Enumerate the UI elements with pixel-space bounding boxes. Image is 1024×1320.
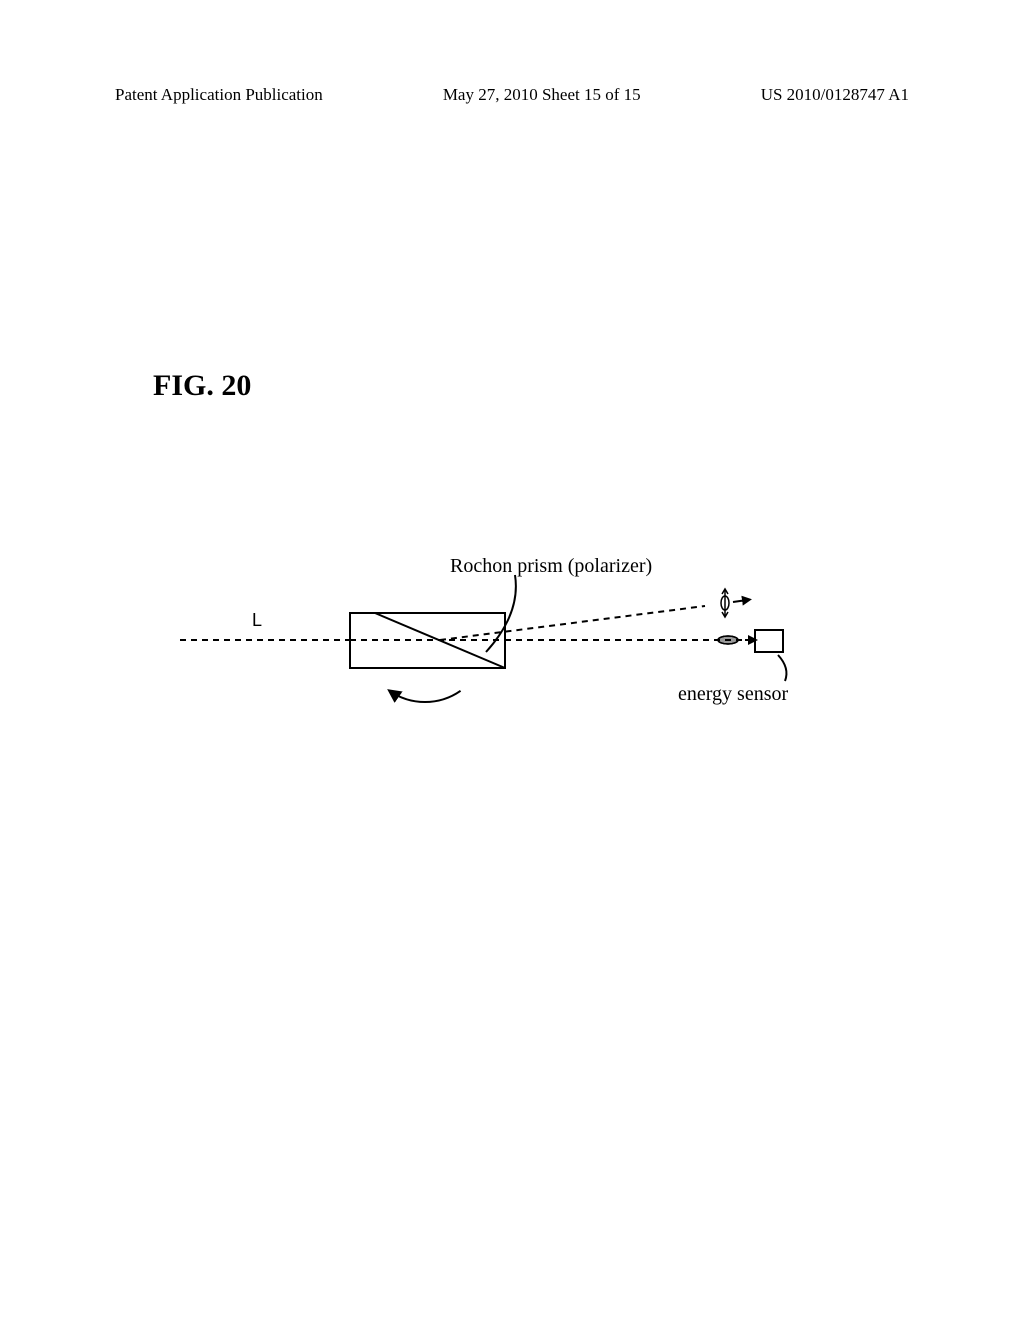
diagram-svg [180, 555, 900, 755]
header-patent-number: US 2010/0128747 A1 [761, 85, 909, 105]
header-publication: Patent Application Publication [115, 85, 323, 105]
optical-diagram: Rochon prism (polarizer) L energy sensor [180, 555, 900, 735]
page-header: Patent Application Publication May 27, 2… [0, 85, 1024, 105]
figure-label: FIG. 20 [153, 369, 251, 403]
header-date-sheet: May 27, 2010 Sheet 15 of 15 [443, 85, 641, 105]
